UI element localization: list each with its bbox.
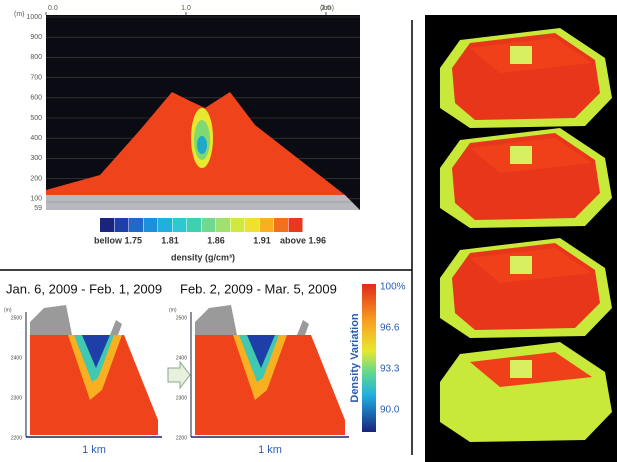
colorbar-label: 1.91 <box>253 235 271 245</box>
colorbar-cell <box>245 218 259 232</box>
y-tick-label: 500 <box>30 115 42 122</box>
render-hole <box>510 360 532 378</box>
y-tick-label: 1000 <box>26 14 42 21</box>
panel-title: Jan. 6, 2009 - Feb. 1, 2009 <box>6 281 162 296</box>
colorbar-cell <box>129 218 143 232</box>
colorbar-cell <box>274 218 288 232</box>
colorbar-cell <box>216 218 230 232</box>
topography <box>30 305 72 335</box>
y-tick-label: 600 <box>30 95 42 102</box>
colorbar-cell <box>259 218 274 232</box>
colorbar <box>362 284 376 432</box>
colorbar-cell <box>172 218 187 232</box>
y-tick-label: 2300 <box>11 395 22 401</box>
y-tick-label: 2300 <box>176 395 187 401</box>
colorbar-label: 96.6 <box>380 323 400 334</box>
colorbar-cell <box>230 218 245 232</box>
scale-label: 1 km <box>258 444 282 456</box>
render-hole <box>510 146 532 164</box>
colorbar-cell <box>114 218 129 232</box>
y-tick-label: 2500 <box>11 315 22 321</box>
x-tick-label: 2.0 <box>321 5 331 12</box>
x-tick-label: 0.0 <box>48 5 58 12</box>
anomaly <box>247 335 275 368</box>
base <box>46 195 360 210</box>
y-tick-label: 200 <box>30 175 42 182</box>
x-unit: (km) <box>320 5 334 12</box>
colorbar-cell <box>187 218 201 232</box>
y-tick-label: 2400 <box>11 355 22 361</box>
colorbar-label: 1.81 <box>161 235 179 245</box>
y-tick-label: 59 <box>34 205 42 212</box>
scale-label: 1 km <box>82 444 106 456</box>
colorbar-label: bellow 1.75 <box>94 235 142 245</box>
colorbar-label: 93.3 <box>380 364 400 375</box>
colorbar-label: 1.86 <box>207 235 225 245</box>
topography <box>195 305 237 335</box>
colorbar-cell <box>288 218 303 232</box>
topography <box>297 320 309 335</box>
y-tick-label: 800 <box>30 54 42 61</box>
arrow <box>167 360 191 390</box>
colorbar-label: 90.0 <box>380 405 400 416</box>
colorbar-label: 100% <box>380 282 406 293</box>
panel-title: Feb. 2, 2009 - Mar. 5, 2009 <box>180 281 337 296</box>
y-tick-label: 2200 <box>11 435 22 441</box>
colorbar-cell <box>143 218 158 232</box>
y-tick-label: 2400 <box>176 355 187 361</box>
y-tick-label: 900 <box>30 34 42 41</box>
y-tick-label: 2500 <box>176 315 187 321</box>
anomaly <box>82 335 110 368</box>
colorbar-title: Density Variation <box>349 313 361 403</box>
topography <box>110 320 122 335</box>
colorbar-cell <box>158 218 172 232</box>
colorbar-cell <box>100 218 114 232</box>
y-tick-label: 100 <box>30 196 42 203</box>
y-tick-label: 2200 <box>176 435 187 441</box>
section <box>195 335 345 435</box>
y-unit: (m) <box>169 307 177 313</box>
y-tick-label: 700 <box>30 74 42 81</box>
colorbar-label: above 1.96 <box>280 235 326 245</box>
y-tick-label: 400 <box>30 135 42 142</box>
colorbar-title: density (g/cm³) <box>171 252 235 262</box>
y-unit: (m) <box>4 307 12 313</box>
colorbar-cell <box>201 218 216 232</box>
x-tick-label: 1.0 <box>181 5 191 12</box>
render-hole <box>510 46 532 64</box>
anomaly <box>197 136 207 154</box>
y-tick-label: 300 <box>30 155 42 162</box>
y-unit: (m) <box>14 11 25 18</box>
render-hole <box>510 256 532 274</box>
